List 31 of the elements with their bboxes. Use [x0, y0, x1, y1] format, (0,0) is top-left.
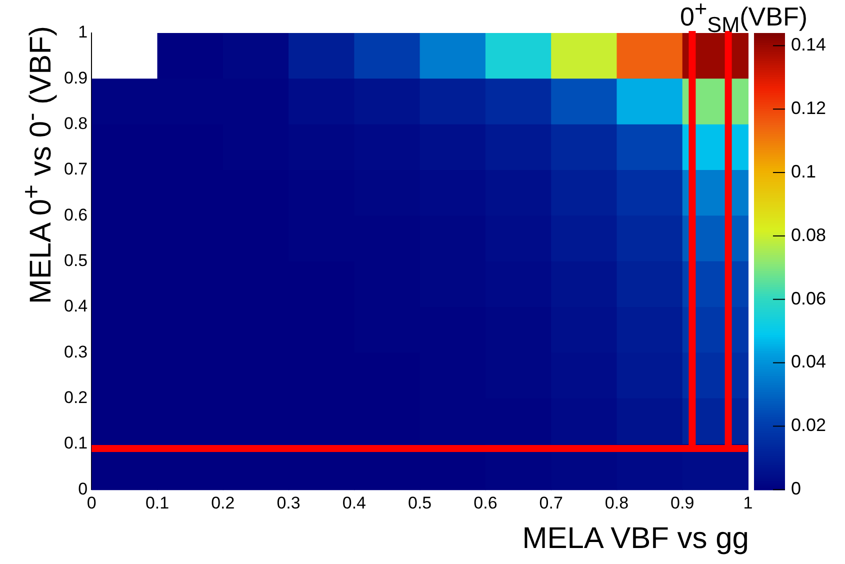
x-axis-title: MELA VBF vs gg — [522, 522, 749, 556]
x-tick-label: 0.3 — [276, 493, 300, 512]
y-tick-label: 0.7 — [64, 160, 88, 179]
y-tick-label: 0.8 — [64, 114, 88, 134]
x-tick-label: 0.7 — [539, 493, 563, 512]
color-bar-label: 0.12 — [791, 98, 826, 118]
color-bar-label: 0.02 — [791, 415, 826, 436]
x-tick-label: 0.5 — [408, 493, 432, 512]
y-tick-label: 0.5 — [64, 250, 88, 270]
x-tick-label: 0.8 — [604, 493, 629, 512]
y-tick-label: 0.6 — [64, 205, 88, 224]
color-bar-label: 0 — [791, 478, 802, 499]
color-bar-label: 0.1 — [791, 161, 816, 182]
x-tick-label: 0.9 — [670, 493, 694, 512]
y-tick-label: 1 — [78, 22, 88, 42]
color-bar-label: 0.08 — [791, 224, 826, 245]
y-tick-label: 0.1 — [64, 434, 88, 453]
color-bar-label: 0.14 — [791, 34, 826, 55]
y-tick-label: 0 — [78, 479, 88, 498]
y-tick-label: 0.3 — [64, 342, 88, 362]
y-tick-label: 0.2 — [64, 388, 88, 407]
x-tick-label: 0.1 — [145, 493, 170, 512]
color-bar-label: 0.04 — [791, 352, 826, 372]
x-tick-label: 0.4 — [342, 493, 366, 512]
y-tick-label: 0.4 — [64, 296, 88, 316]
x-tick-label: 0.6 — [474, 493, 498, 512]
x-tick-label: 1 — [743, 493, 753, 512]
chart-title: 0$^{+}$$_{SM}$(VBF) — [680, 0, 808, 37]
color-bar-label: 0.06 — [791, 288, 826, 308]
x-tick-label: 0.2 — [211, 493, 235, 512]
y-tick-label: 0.9 — [64, 68, 88, 88]
